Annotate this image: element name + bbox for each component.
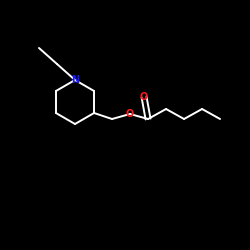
Text: N: N xyxy=(71,75,79,85)
Text: O: O xyxy=(126,109,134,119)
Text: O: O xyxy=(140,92,148,102)
